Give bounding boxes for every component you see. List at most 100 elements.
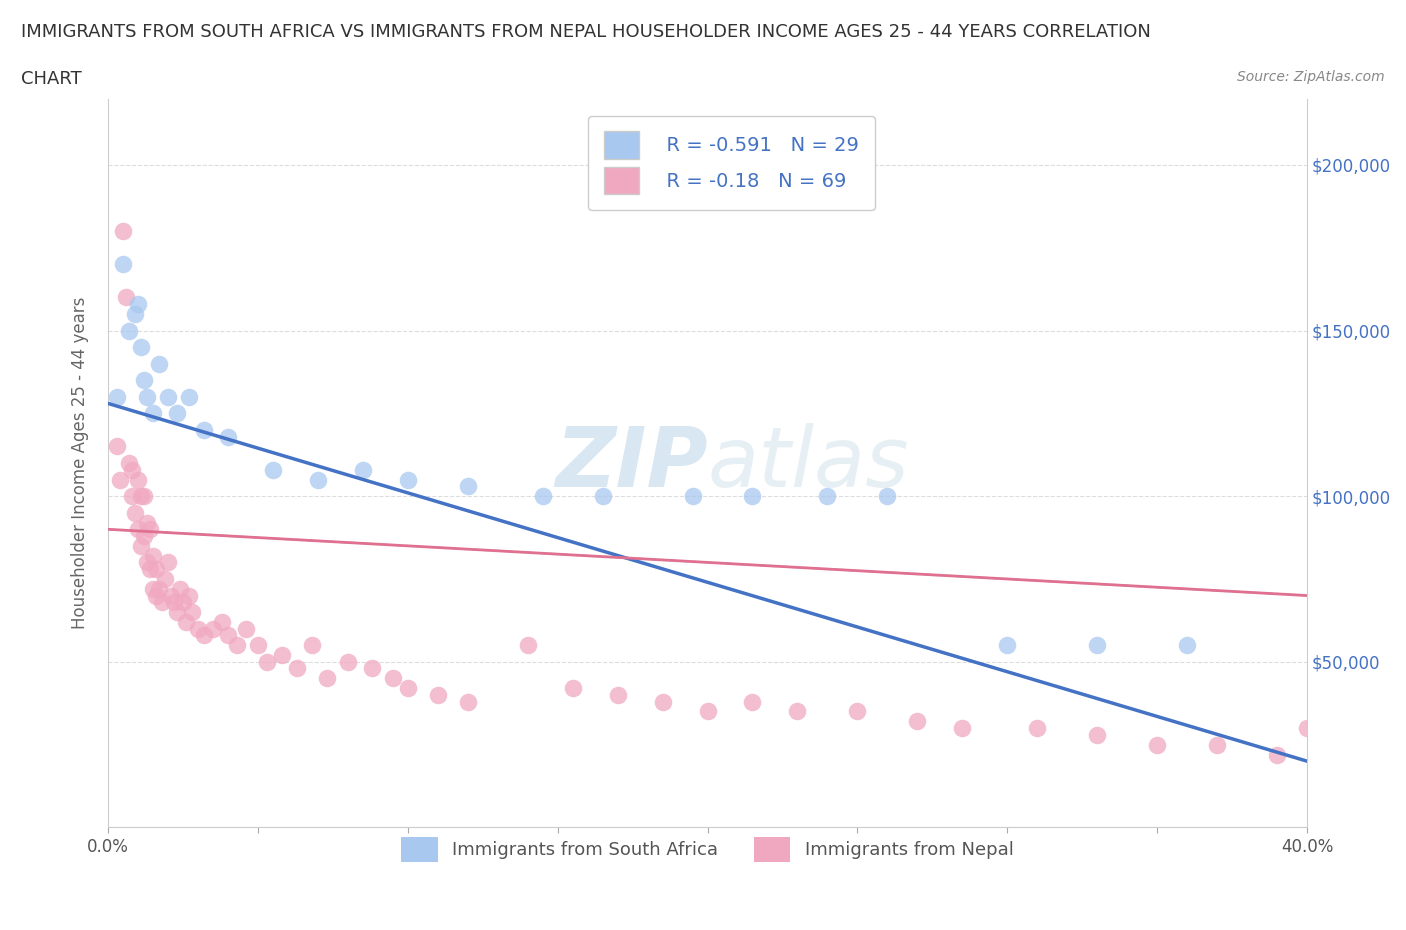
Point [256, 655, 278, 670]
Point [142, 581, 165, 596]
Point [457, 694, 479, 709]
Point [136, 390, 159, 405]
Point [651, 694, 673, 709]
Point [360, 661, 382, 676]
Point [132, 528, 155, 543]
Point [124, 505, 146, 520]
Point [129, 339, 152, 354]
Point [381, 671, 404, 685]
Point [1146, 737, 1168, 752]
Point [148, 356, 170, 371]
Point [105, 390, 128, 405]
Point [1175, 638, 1198, 653]
Point [142, 405, 165, 420]
Point [150, 594, 173, 609]
Point [129, 538, 152, 553]
Point [108, 472, 131, 487]
Point [139, 562, 162, 577]
Point [876, 489, 898, 504]
Point [516, 638, 538, 653]
Point [174, 615, 197, 630]
Text: atlas: atlas [707, 422, 910, 503]
Point [127, 297, 149, 312]
Point [145, 562, 167, 577]
Point [1085, 638, 1108, 653]
Point [211, 615, 233, 630]
Text: Source: ZipAtlas.com: Source: ZipAtlas.com [1237, 70, 1385, 84]
Point [121, 462, 143, 477]
Point [118, 456, 141, 471]
Point [132, 373, 155, 388]
Point [352, 462, 374, 477]
Point [270, 647, 292, 662]
Point [177, 390, 200, 405]
Point [127, 472, 149, 487]
Point [457, 479, 479, 494]
Point [169, 581, 191, 596]
Y-axis label: Householder Income Ages 25 - 44 years: Householder Income Ages 25 - 44 years [72, 297, 89, 630]
Point [336, 655, 359, 670]
Point [315, 671, 337, 685]
Point [105, 439, 128, 454]
Point [217, 628, 239, 643]
Point [136, 515, 159, 530]
Point [145, 588, 167, 603]
Point [181, 604, 204, 619]
Point [193, 422, 215, 437]
Point [187, 621, 209, 636]
Point [815, 489, 838, 504]
Point [696, 704, 718, 719]
Text: ZIP: ZIP [555, 422, 707, 503]
Point [142, 549, 165, 564]
Point [139, 522, 162, 537]
Point [132, 489, 155, 504]
Point [163, 594, 186, 609]
Point [115, 290, 138, 305]
Point [531, 489, 554, 504]
Point [995, 638, 1018, 653]
Point [118, 323, 141, 338]
Point [561, 681, 583, 696]
Point [741, 694, 763, 709]
Point [235, 621, 257, 636]
Point [201, 621, 224, 636]
Point [950, 721, 973, 736]
Point [124, 307, 146, 322]
Point [301, 638, 323, 653]
Point [166, 405, 188, 420]
Point [1206, 737, 1229, 752]
Point [396, 681, 419, 696]
Point [136, 555, 159, 570]
Point [1265, 747, 1288, 762]
Point [156, 390, 179, 405]
Point [682, 489, 704, 504]
Point [111, 257, 134, 272]
Point [846, 704, 869, 719]
Point [1296, 721, 1319, 736]
Point [193, 628, 215, 643]
Point [148, 581, 170, 596]
Point [786, 704, 808, 719]
Point [160, 588, 183, 603]
Text: IMMIGRANTS FROM SOUTH AFRICA VS IMMIGRANTS FROM NEPAL HOUSEHOLDER INCOME AGES 25: IMMIGRANTS FROM SOUTH AFRICA VS IMMIGRAN… [21, 23, 1152, 41]
Text: CHART: CHART [21, 70, 82, 87]
Point [905, 714, 928, 729]
Point [153, 572, 176, 587]
Point [426, 687, 449, 702]
Point [307, 472, 329, 487]
Point [111, 224, 134, 239]
Point [592, 489, 614, 504]
Point [396, 472, 419, 487]
Point [217, 429, 239, 444]
Point [606, 687, 628, 702]
Point [262, 462, 284, 477]
Point [246, 638, 269, 653]
Point [156, 555, 179, 570]
Point [177, 588, 200, 603]
Point [172, 594, 194, 609]
Point [285, 661, 308, 676]
Point [166, 604, 188, 619]
Point [129, 489, 152, 504]
Point [121, 489, 143, 504]
Point [1026, 721, 1049, 736]
